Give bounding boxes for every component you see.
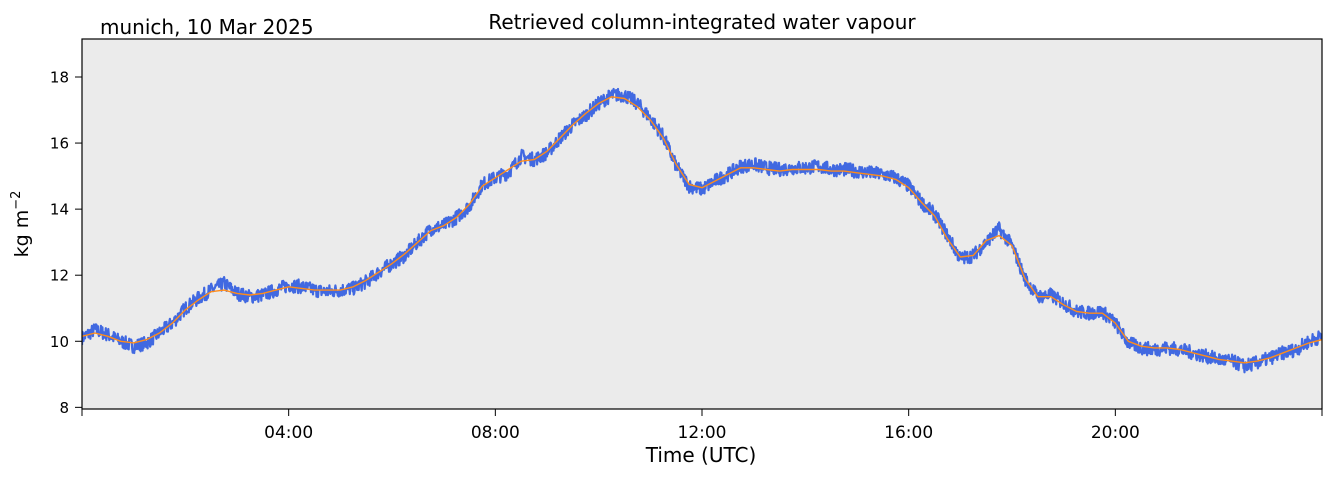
x-axis: 04:00 08:00 12:00 16:00 20:00 — [81, 409, 1323, 443]
y-tick-label: 12 — [50, 267, 69, 285]
y-tick-label: 16 — [50, 135, 69, 153]
y-axis: 8 10 12 14 16 18 — [50, 68, 82, 417]
smoothed-series-line — [82, 96, 1322, 364]
y-tick-label: 14 — [50, 201, 69, 219]
chart-location-date: munich, 10 Mar 2025 — [100, 15, 314, 39]
y-axis-label-exponent: −2 — [9, 191, 24, 210]
y-tick-label: 18 — [50, 68, 69, 86]
chart-title: Retrieved column-integrated water vapour — [488, 10, 916, 34]
y-tick-label: 10 — [50, 333, 69, 351]
x-axis-label: Time (UTC) — [645, 443, 757, 467]
series-2-group — [82, 96, 1322, 364]
y-axis-label-base: kg m — [11, 210, 33, 258]
series-layer — [82, 87, 1322, 374]
x-tick-label: 04:00 — [264, 423, 313, 443]
x-tick-label: 08:00 — [471, 423, 520, 443]
y-tick-label: 8 — [59, 399, 69, 417]
y-axis-label: kg m−2 — [9, 191, 33, 258]
x-tick-label: 16:00 — [884, 423, 933, 443]
x-tick-label: 12:00 — [678, 423, 727, 443]
x-tick-label: 20:00 — [1091, 423, 1140, 443]
plot-area — [82, 39, 1322, 409]
